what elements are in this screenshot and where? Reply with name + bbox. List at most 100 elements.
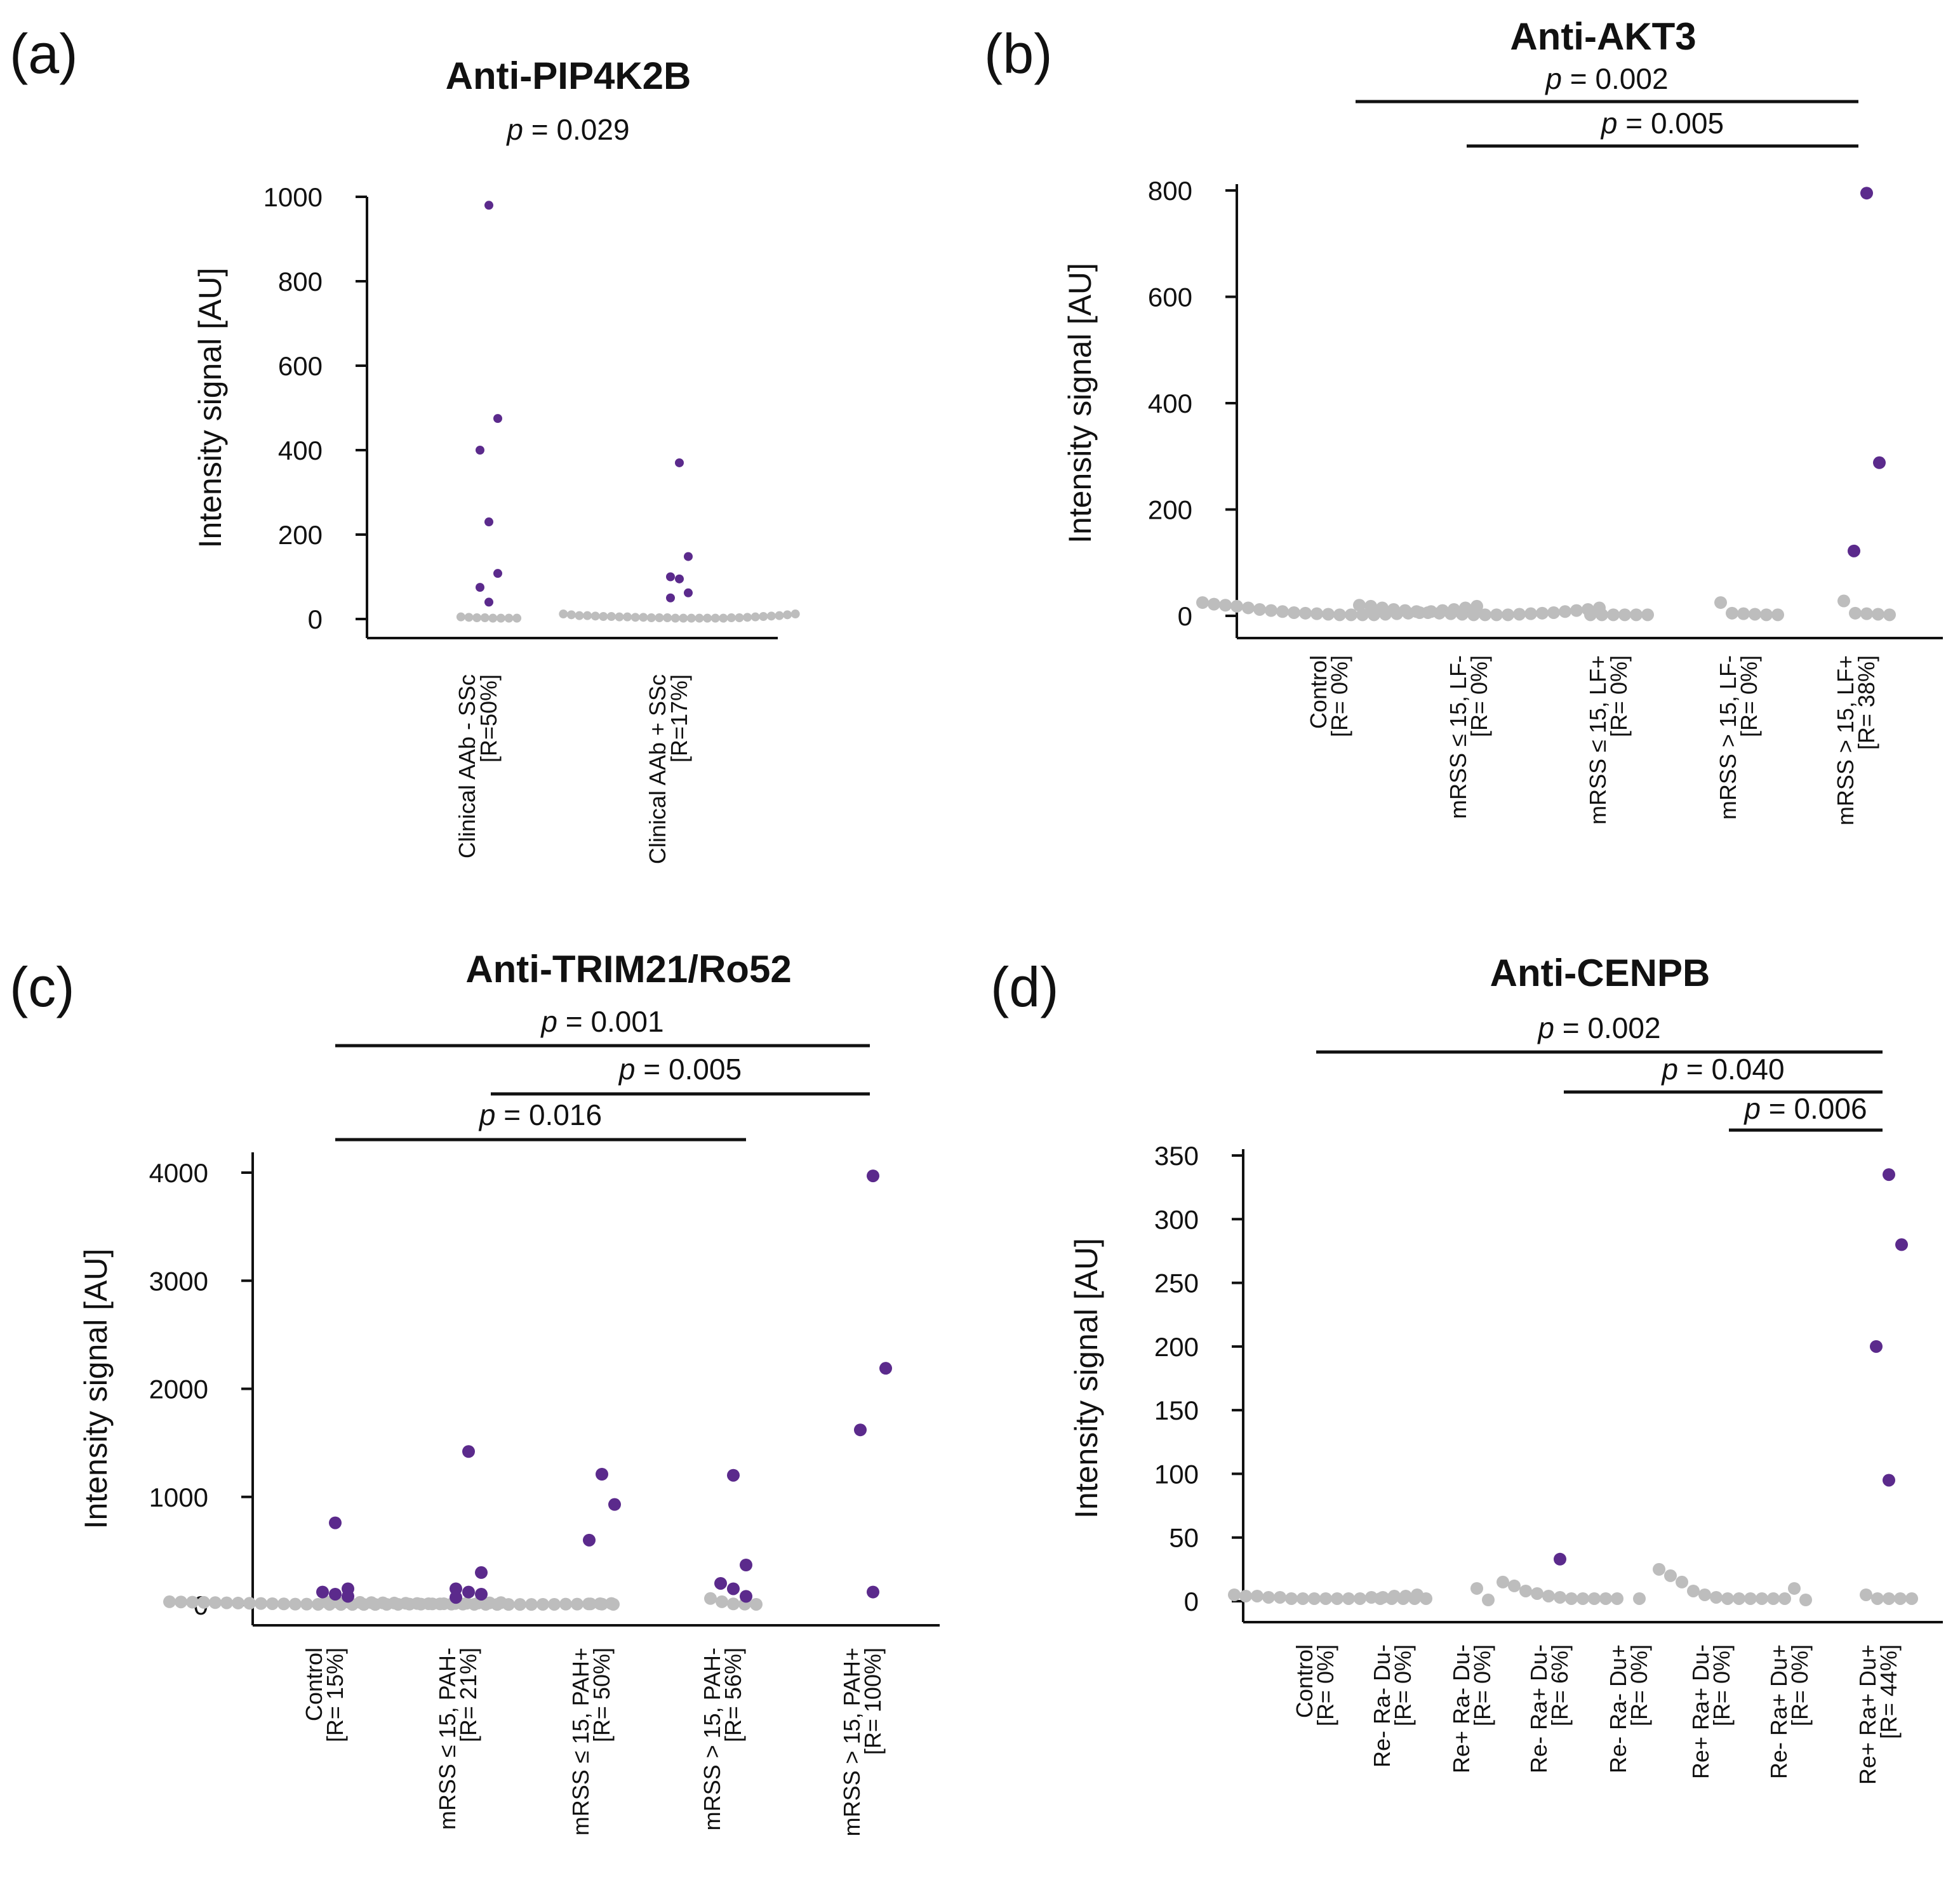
data-point-nonreactive <box>1633 1592 1646 1605</box>
data-point-nonreactive <box>319 1595 332 1608</box>
data-point-nonreactive <box>411 1597 423 1610</box>
y-tick-label: 800 <box>1148 176 1192 206</box>
data-point-nonreactive <box>488 613 498 623</box>
data-point-nonreactive <box>1410 605 1423 618</box>
data-point-nonreactive <box>1490 608 1503 622</box>
data-point-nonreactive <box>1297 1592 1309 1605</box>
x-category-reactivity: [R= 0%] <box>1626 1644 1652 1726</box>
chart-title: Anti-AKT3 <box>1510 15 1696 58</box>
data-point-nonreactive <box>704 1592 717 1605</box>
data-point-nonreactive <box>266 1597 279 1610</box>
data-point-nonreactive <box>1230 599 1243 613</box>
data-point-nonreactive <box>197 1595 210 1609</box>
data-point-nonreactive <box>583 611 592 620</box>
p-value-label: p = 0.002 <box>1537 1011 1660 1044</box>
data-point-reactive <box>493 414 502 423</box>
data-point-nonreactive <box>1883 608 1896 622</box>
data-point-reactive <box>476 583 484 592</box>
x-category-reactivity: [R= 56%] <box>720 1648 746 1742</box>
data-point-nonreactive <box>1228 1588 1241 1601</box>
data-point-nonreactive <box>1687 1584 1700 1597</box>
y-tick-label: 350 <box>1154 1141 1199 1171</box>
data-point-nonreactive <box>1331 1592 1343 1605</box>
data-point-nonreactive <box>1778 1592 1791 1605</box>
data-point-nonreactive <box>388 1596 401 1609</box>
data-point-nonreactive <box>1547 606 1560 619</box>
chart-title: Anti-TRIM21/Ro52 <box>465 948 791 990</box>
data-point-nonreactive <box>606 612 616 622</box>
data-point-nonreactive <box>1570 604 1583 617</box>
data-point-nonreactive <box>1408 1592 1421 1605</box>
data-point-nonreactive <box>1905 1592 1918 1605</box>
data-point-nonreactive <box>456 612 465 622</box>
data-point-nonreactive <box>1664 1569 1677 1582</box>
data-point-nonreactive <box>1242 601 1255 615</box>
data-point-nonreactive <box>1479 608 1491 622</box>
p-value-label: p = 0.040 <box>1660 1053 1784 1086</box>
data-point-nonreactive <box>399 1597 412 1610</box>
data-point-nonreactive <box>1872 608 1884 621</box>
x-category-reactivity: [R= 38%] <box>1853 655 1879 750</box>
data-point-reactive <box>1870 1340 1883 1353</box>
data-point-reactive <box>714 1576 727 1590</box>
data-point-reactive <box>329 1587 342 1601</box>
data-point-nonreactive <box>623 612 632 622</box>
data-point-nonreactive <box>1860 607 1873 620</box>
data-point-nonreactive <box>646 613 656 623</box>
data-point-nonreactive <box>719 613 728 623</box>
data-point-reactive <box>475 1566 488 1579</box>
data-point-reactive <box>666 572 675 582</box>
data-point-nonreactive <box>735 613 744 623</box>
p-value-label: p = 0.002 <box>1544 62 1668 95</box>
panel-label: (d) <box>990 956 1059 1018</box>
data-point-nonreactive <box>525 1598 538 1611</box>
data-point-nonreactive <box>1611 1592 1623 1605</box>
data-point-nonreactive <box>1288 606 1300 619</box>
p-value-label: p = 0.005 <box>1600 107 1724 140</box>
x-category-label: mRSS > 15, PAH- <box>699 1648 725 1830</box>
data-point-nonreactive <box>750 612 760 622</box>
data-point-reactive <box>1883 1168 1895 1182</box>
data-point-nonreactive <box>1588 1592 1601 1605</box>
data-point-nonreactive <box>1756 1592 1768 1605</box>
data-point-nonreactive <box>354 1595 366 1609</box>
x-category-reactivity: [R= 0%] <box>1312 1644 1338 1726</box>
data-point-reactive <box>342 1590 354 1603</box>
data-point-nonreactive <box>1265 604 1277 617</box>
x-category-label: mRSS ≤ 15, PAH- <box>434 1648 460 1830</box>
data-point-nonreactive <box>727 1597 740 1611</box>
y-tick-label: 200 <box>1154 1332 1199 1362</box>
data-point-nonreactive <box>790 609 800 619</box>
x-category-reactivity: [R= 0%] <box>1469 1644 1495 1726</box>
data-point-nonreactive <box>1737 607 1750 620</box>
data-point-nonreactive <box>1319 1592 1332 1605</box>
x-category-reactivity: [R=17%] <box>666 674 692 763</box>
x-category-label: mRSS > 15, LF- <box>1715 655 1741 820</box>
data-point-nonreactive <box>703 613 712 623</box>
x-category-label: Re+ Ra+ Du- <box>1688 1644 1714 1779</box>
data-point-nonreactive <box>502 1598 515 1611</box>
y-axis-label: Intensity signal [AU] <box>78 1249 114 1529</box>
x-category-reactivity: [R= 0%] <box>1466 655 1492 737</box>
data-point-nonreactive <box>1356 608 1369 622</box>
data-point-nonreactive <box>695 613 704 623</box>
data-point-nonreactive <box>1422 606 1434 619</box>
data-point-nonreactive <box>1760 608 1773 622</box>
p-value-label: p = 0.016 <box>478 1098 602 1131</box>
x-category-label: Re- Ra+ Du- <box>1526 1644 1552 1773</box>
data-point-nonreactive <box>1599 1592 1612 1605</box>
data-point-nonreactive <box>1345 608 1357 622</box>
x-category-reactivity: [R= 21%] <box>455 1648 481 1742</box>
data-point-reactive <box>493 569 502 578</box>
data-point-nonreactive <box>1353 599 1366 612</box>
data-point-nonreactive <box>1653 1562 1665 1576</box>
data-point-nonreactive <box>639 613 648 622</box>
data-point-nonreactive <box>480 613 490 623</box>
data-point-nonreactive <box>1308 1592 1321 1605</box>
y-tick-label: 800 <box>278 267 323 296</box>
data-point-nonreactive <box>1788 1582 1801 1595</box>
data-point-nonreactive <box>512 613 522 623</box>
data-point-nonreactive <box>1385 1592 1398 1605</box>
data-point-nonreactive <box>1251 1589 1263 1602</box>
